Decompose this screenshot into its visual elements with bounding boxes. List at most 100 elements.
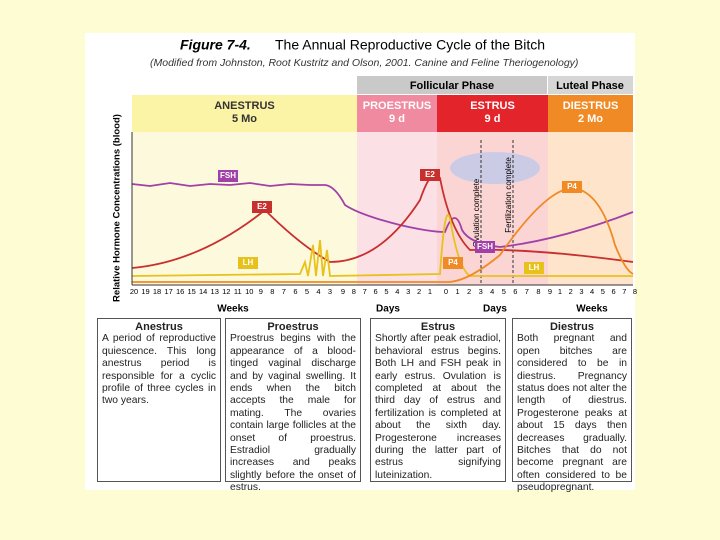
- x-tick-label: 9: [548, 287, 552, 296]
- x-tick-label: 15: [187, 287, 195, 296]
- x-tick-label: 5: [305, 287, 309, 296]
- chart-zone: [357, 132, 437, 285]
- hormone-label-box: [524, 262, 544, 274]
- x-tick-label: 4: [395, 287, 399, 296]
- x-tick-label: 6: [513, 287, 517, 296]
- hormone-label: P4: [448, 258, 458, 267]
- hormone-label-box: [562, 181, 582, 193]
- x-tick-label: 13: [211, 287, 219, 296]
- hormone-label: LH: [529, 263, 540, 272]
- x-tick-label: 3: [579, 287, 583, 296]
- stage-duration: 2 Mo: [578, 113, 603, 125]
- annotation: Fertilization complete: [504, 157, 513, 233]
- x-tick-label: 2: [417, 287, 421, 296]
- x-tick-label: 9: [259, 287, 263, 296]
- x-tick-label: 4: [316, 287, 320, 296]
- stage-name: ANESTRUS: [214, 100, 275, 112]
- hormone-label-box: [252, 201, 272, 213]
- stage-duration: 5 Mo: [232, 113, 257, 125]
- x-unit-label: Weeks: [217, 304, 249, 315]
- description-text: Both pregnant and open bitches are consi…: [517, 333, 627, 494]
- x-tick-label: 6: [374, 287, 378, 296]
- x-tick-label: 20: [130, 287, 138, 296]
- x-tick-label: 8: [633, 287, 637, 296]
- x-tick-label: 11: [234, 287, 242, 296]
- hormone-label: FSH: [477, 242, 493, 251]
- figure-label: Figure 7-4.: [180, 37, 251, 53]
- hormone-label: E2: [425, 170, 435, 179]
- x-tick-label: 10: [245, 287, 253, 296]
- description-text: Shortly after peak estradiol, behavioral…: [375, 333, 501, 481]
- x-tick-label: 4: [490, 287, 494, 296]
- x-tick-label: 4: [590, 287, 594, 296]
- hormone-label-box: [420, 169, 440, 181]
- description-box: Proestrus Proestrus begins with the appea…: [225, 318, 361, 493]
- stage-duration: 9 d: [389, 113, 405, 125]
- description-heading: Diestrus: [549, 321, 595, 333]
- x-tick-label: 5: [502, 287, 506, 296]
- x-tick-label: 7: [363, 287, 367, 296]
- stage-box: [132, 95, 357, 132]
- x-tick-label: 8: [270, 287, 274, 296]
- x-tick-label: 2: [569, 287, 573, 296]
- x-tick-label: 17: [164, 287, 172, 296]
- x-tick-label: 18: [153, 287, 161, 296]
- x-tick-label: 12: [222, 287, 230, 296]
- description-box: Diestrus Both pregnant and open bitches a…: [512, 318, 632, 493]
- description-heading: Estrus: [420, 321, 456, 333]
- phase-label: Luteal Phase: [556, 80, 624, 92]
- stage-box: [548, 95, 633, 132]
- x-tick-label: 6: [293, 287, 297, 296]
- hormone-label: E2: [257, 202, 267, 211]
- x-tick-label: 2: [467, 287, 471, 296]
- x-tick-label: 3: [406, 287, 410, 296]
- stage-name: PROESTRUS: [363, 100, 431, 112]
- hormone-label: FSH: [220, 171, 236, 180]
- x-tick-label: 0: [444, 287, 448, 296]
- x-tick-label: 3: [328, 287, 332, 296]
- x-tick-label: 7: [282, 287, 286, 296]
- x-tick-label: 9: [341, 287, 345, 296]
- stage-box: [357, 95, 437, 132]
- x-tick-label: 8: [352, 287, 356, 296]
- stage-name: DIESTRUS: [563, 100, 619, 112]
- phase-box: [357, 76, 547, 94]
- x-tick-label: 1: [558, 287, 562, 296]
- x-tick-label: 14: [199, 287, 207, 296]
- hormone-label-box: [238, 257, 258, 269]
- x-tick-label: 8: [536, 287, 540, 296]
- description-text: Proestrus begins with the appearance of …: [230, 333, 356, 494]
- x-unit-label: Days: [376, 304, 400, 315]
- description-box: Anestrus A period of reproductive quiesce…: [97, 318, 221, 482]
- hormone-label-box: [218, 170, 238, 182]
- annotation: Ovulation complete: [472, 178, 481, 247]
- description-box: Estrus Shortly after peak estradiol, beha…: [370, 318, 506, 482]
- x-tick-label: 5: [601, 287, 605, 296]
- hormone-label-box: [475, 241, 495, 253]
- phase-box: [548, 76, 633, 94]
- dog-illustration: [450, 152, 540, 184]
- description-heading: Anestrus: [135, 321, 183, 333]
- phase-label: Follicular Phase: [410, 80, 494, 92]
- chart-zone: [548, 132, 633, 285]
- x-tick-label: 7: [525, 287, 529, 296]
- x-tick-label: 1: [455, 287, 459, 296]
- x-unit-label: Days: [483, 304, 507, 315]
- stage-duration: 9 d: [485, 113, 501, 125]
- x-tick-label: 7: [622, 287, 626, 296]
- x-tick-label: 6: [611, 287, 615, 296]
- x-tick-label: 5: [384, 287, 388, 296]
- stage-box: [437, 95, 548, 132]
- figure-subtitle: (Modified from Johnston, Root Kustritz a…: [150, 57, 578, 69]
- stage-name: ESTRUS: [470, 100, 515, 112]
- x-tick-label: 16: [176, 287, 184, 296]
- description-heading: Proestrus: [267, 321, 319, 333]
- x-tick-label: 3: [479, 287, 483, 296]
- x-unit-label: Weeks: [576, 304, 608, 315]
- x-tick-label: 19: [141, 287, 149, 296]
- x-tick-label: 1: [428, 287, 432, 296]
- description-text: A period of reproductive quiescence. Thi…: [102, 333, 216, 407]
- hormone-label-box: [443, 257, 463, 269]
- hormone-label: LH: [243, 258, 254, 267]
